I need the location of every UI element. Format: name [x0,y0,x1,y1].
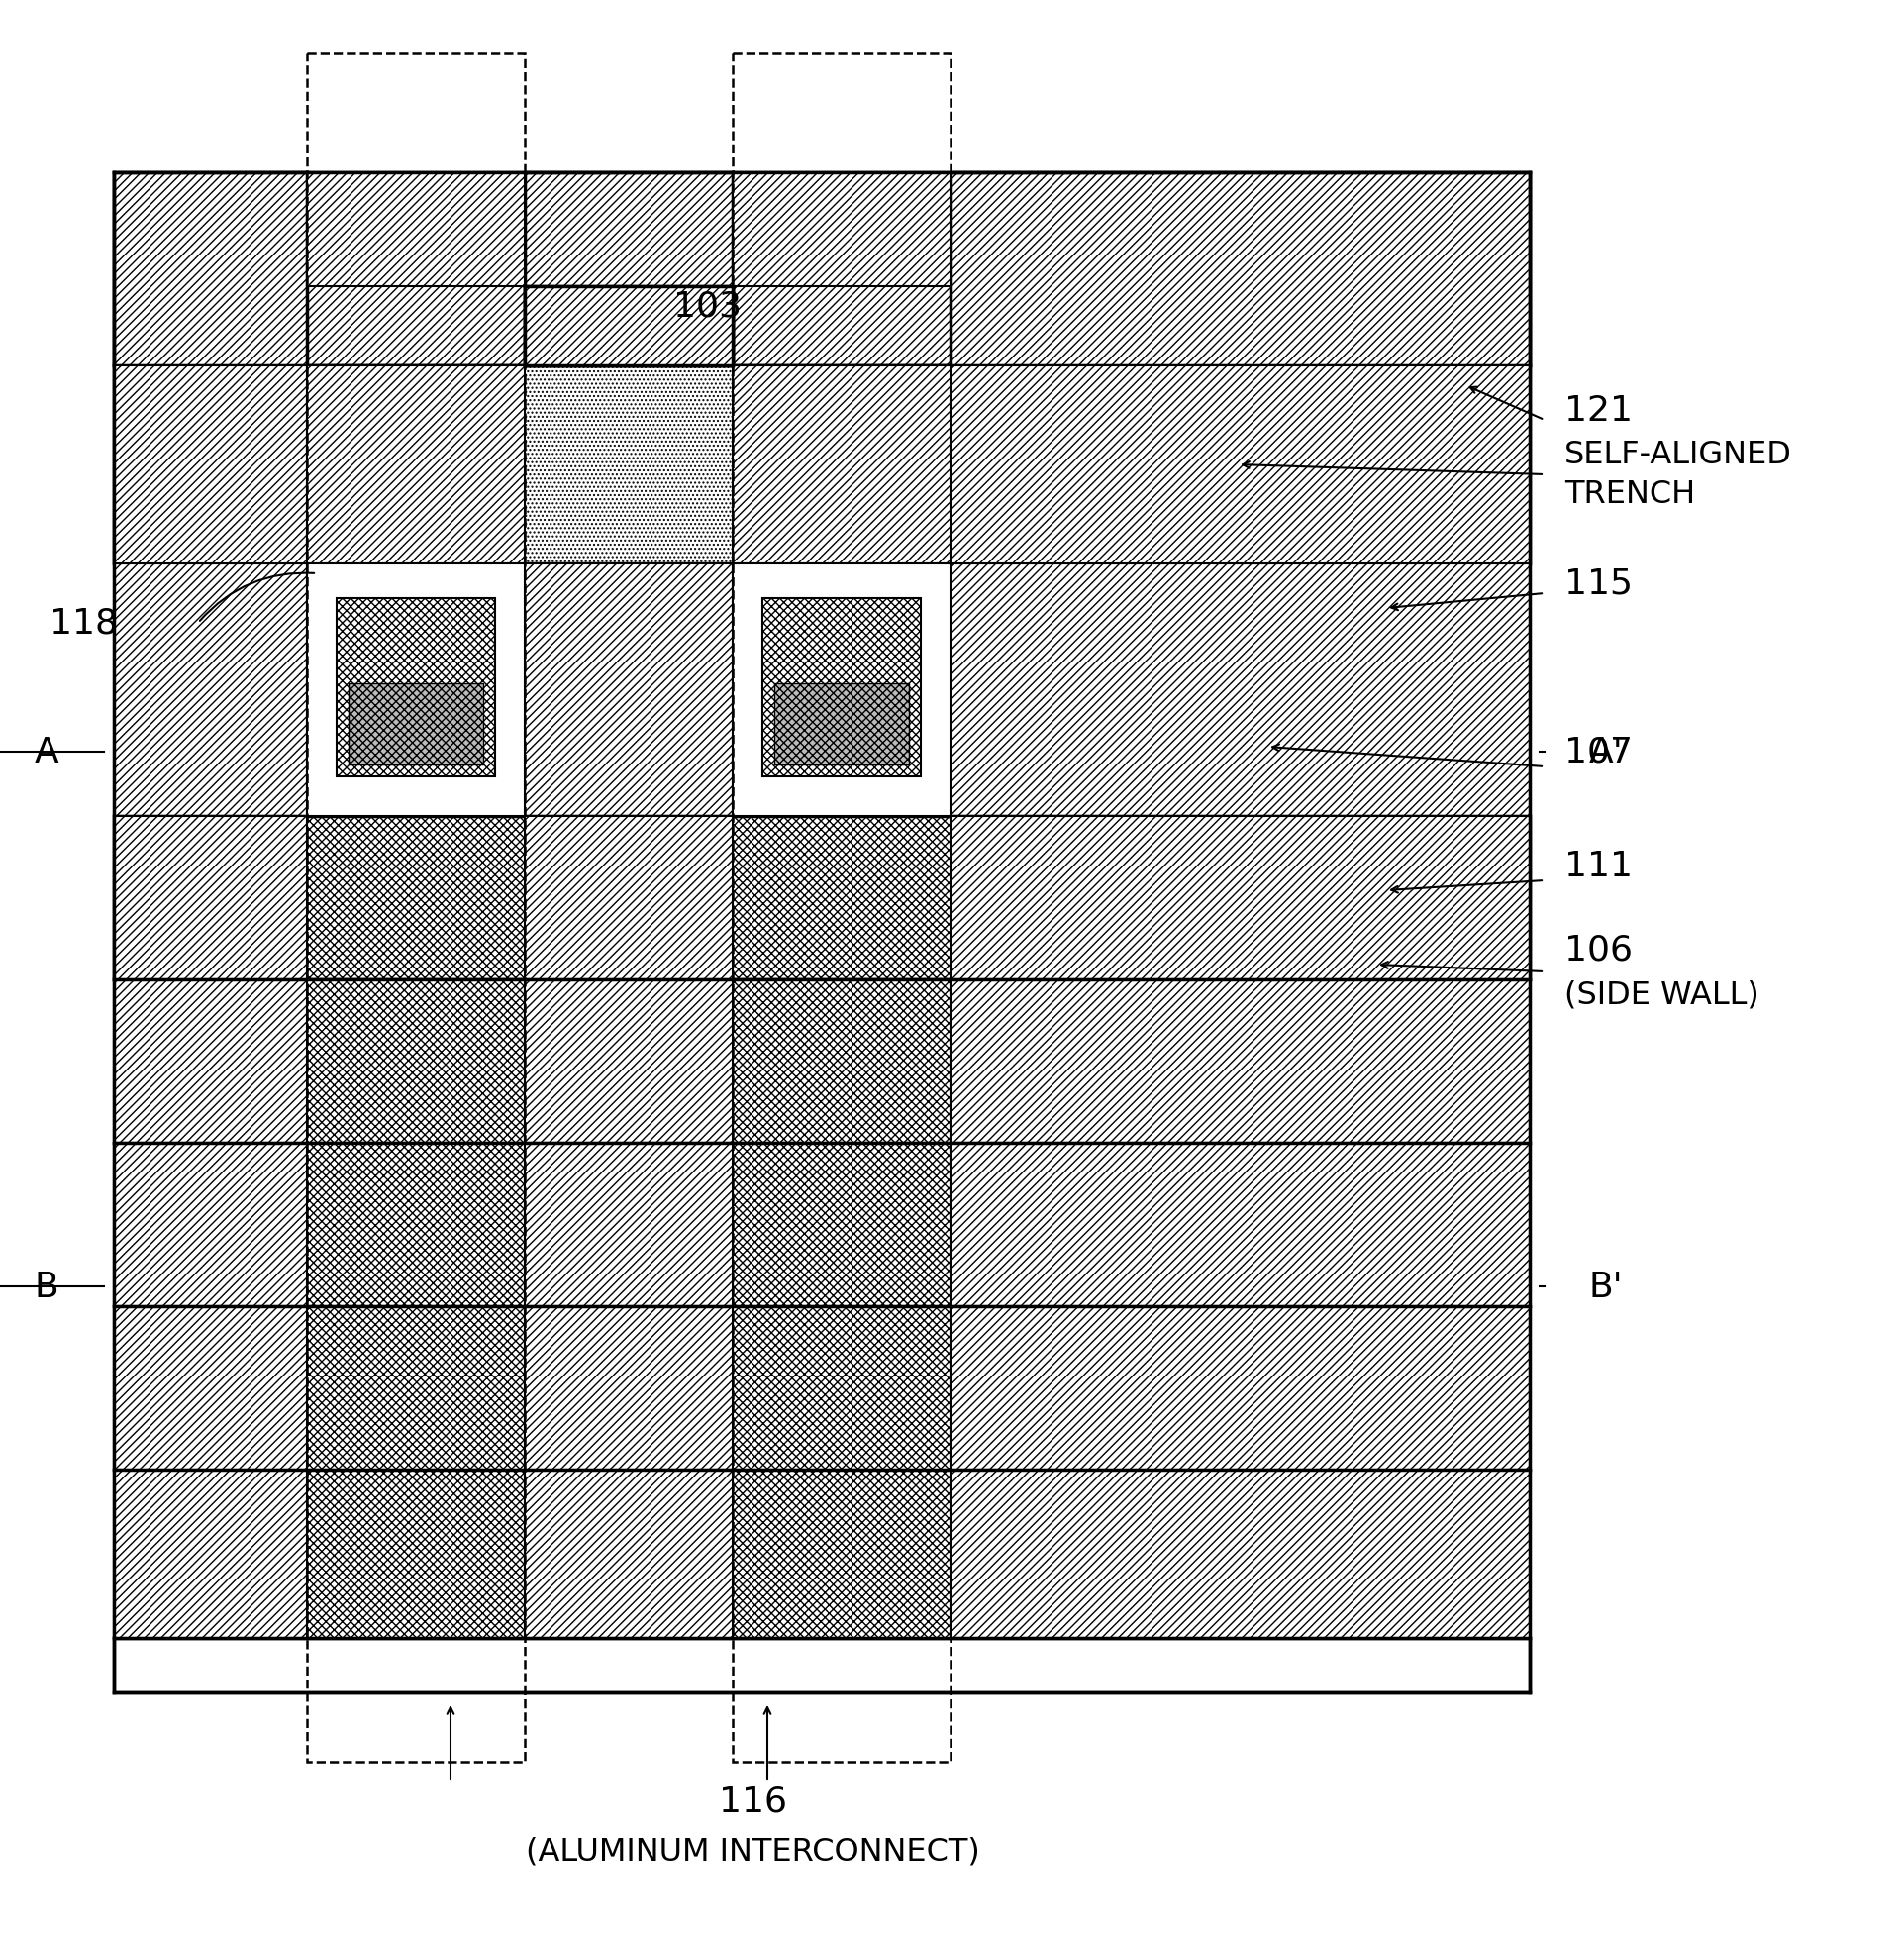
Bar [733,1307,950,1469]
Bar [114,980,1529,1142]
Bar [114,1469,1529,1638]
Text: TRENCH: TRENCH [1565,480,1695,511]
Text: 118: 118 [50,606,118,641]
Bar [733,980,950,1142]
Text: SELF-ALIGNED: SELF-ALIGNED [1565,439,1792,470]
Bar [114,1142,307,1307]
Bar [950,563,1529,817]
Bar [733,172,950,287]
Bar [307,563,526,817]
Bar [307,172,526,287]
Text: B: B [34,1270,59,1303]
Bar [114,1307,1529,1469]
Bar [114,817,307,980]
Bar [526,287,733,366]
Text: 121: 121 [1565,393,1634,428]
Bar [114,366,1529,563]
Bar [526,563,733,817]
Bar [307,1469,526,1638]
Bar [307,366,526,563]
Bar [114,1142,1529,1307]
Text: 111: 111 [1565,850,1634,883]
Bar [348,683,484,765]
Text: B': B' [1590,1270,1624,1303]
Bar [733,366,950,563]
Bar [526,1307,733,1469]
Bar [114,563,307,817]
Bar [950,172,1529,366]
Bar [526,817,733,980]
Text: 116: 116 [718,1785,786,1818]
Bar [526,1142,733,1307]
Bar [307,366,526,563]
Bar [950,1469,1529,1638]
Bar [950,366,1529,563]
Bar [114,1469,307,1638]
Bar [526,980,733,1142]
Bar [950,817,1529,980]
Bar [733,366,950,563]
Bar [114,366,307,563]
Bar [307,1142,526,1307]
Bar [950,1142,1529,1307]
Bar [950,980,1529,1142]
Bar [733,1469,950,1638]
Text: 115: 115 [1565,567,1634,600]
Text: 106: 106 [1565,933,1634,966]
Bar [114,817,1529,980]
Text: 103: 103 [674,290,741,323]
Bar [114,1638,1529,1692]
Bar [762,598,922,776]
Bar [950,1307,1529,1469]
Bar [950,366,1529,563]
Text: A': A' [1590,736,1624,769]
Bar [114,1307,307,1469]
Bar [337,598,495,776]
Bar [733,563,950,817]
Text: A: A [34,736,59,769]
Bar [526,1469,733,1638]
Text: 107: 107 [1565,736,1634,769]
Bar [114,980,307,1142]
Text: (SIDE WALL): (SIDE WALL) [1565,980,1759,1011]
Bar [114,172,307,366]
Bar [307,980,526,1142]
Bar [775,683,908,765]
Bar [526,287,733,366]
Bar [307,1307,526,1469]
Text: (ALUMINUM INTERCONNECT): (ALUMINUM INTERCONNECT) [526,1835,979,1866]
Bar [526,366,733,563]
Bar [114,172,1529,366]
Bar [526,172,733,366]
Bar [114,366,307,563]
Bar [733,1142,950,1307]
